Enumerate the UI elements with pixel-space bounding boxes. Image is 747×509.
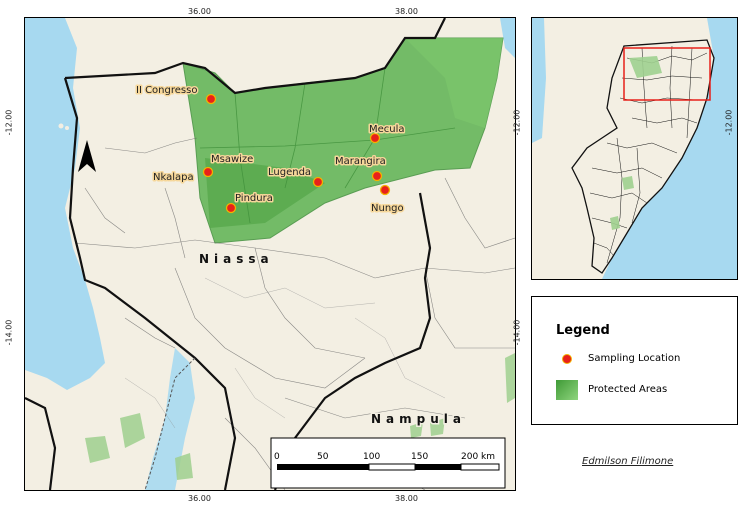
site-label: Pindura	[235, 193, 273, 204]
site-marangira: Marangira	[334, 155, 387, 182]
inset-tick-right-12: -12.00	[724, 109, 734, 136]
inset-mozambique	[571, 39, 715, 274]
site-mecula: Mecula	[368, 123, 406, 144]
scale-bar: 0 50 100 150 200 km	[270, 437, 506, 489]
scale-label-100: 100	[363, 452, 380, 462]
site-ii-congresso: II Congresso	[135, 84, 217, 105]
scale-label-0: 0	[274, 452, 280, 462]
main-map-frame: II Congresso Msawize Nkalapa Pindura Lug…	[24, 17, 516, 491]
region-label-nampula: Nampula	[371, 412, 466, 426]
tick-left-14: -14.00	[4, 319, 14, 346]
inset-map[interactable]	[532, 18, 737, 279]
inset-districts	[589, 45, 708, 264]
tick-right-12: -12.00	[512, 109, 522, 136]
scale-label-150: 150	[411, 452, 428, 462]
tick-bottom-36: 36.00	[188, 494, 211, 503]
site-lugenda: Lugenda	[267, 166, 324, 188]
site-label: Nkalapa	[153, 172, 194, 183]
north-arrow-icon	[78, 140, 96, 172]
tick-bottom-38: 38.00	[395, 494, 418, 503]
site-label: Mecula	[369, 124, 405, 135]
protected-area-icon	[556, 380, 578, 400]
tick-left-12: -12.00	[4, 109, 14, 136]
district-lines	[74, 137, 515, 490]
site-label: Msawize	[211, 154, 253, 165]
site-label: Marangira	[335, 156, 386, 167]
lake-islands	[58, 123, 69, 130]
tick-right-14: -14.00	[512, 319, 522, 346]
site-label: Lugenda	[268, 167, 311, 178]
sampling-location-icon	[562, 354, 572, 364]
legend-label-sampling: Sampling Location	[588, 353, 681, 364]
author-credit: Edmilson Filimone	[582, 456, 674, 467]
site-msawize: Msawize	[202, 153, 255, 178]
country-border	[144, 357, 196, 490]
inset-ocean	[602, 18, 737, 279]
malawi-parks	[85, 353, 515, 480]
scale-label-50: 50	[317, 452, 329, 462]
site-pindura: Pindura	[225, 192, 274, 214]
legend-title: Legend	[556, 323, 610, 338]
inset-parks	[610, 56, 662, 230]
tick-top-36: 36.00	[188, 7, 211, 16]
lake-malawi-south	[145, 348, 195, 490]
tick-top-38: 38.00	[395, 7, 418, 16]
ocean	[500, 18, 515, 58]
province-boundaries	[25, 18, 446, 490]
scale-label-200: 200 km	[461, 452, 495, 462]
site-nungo: Nungo	[370, 184, 405, 216]
protected-area-sub-1	[405, 38, 503, 128]
sampling-sites: II Congresso Msawize Nkalapa Pindura Lug…	[135, 84, 407, 216]
inset-extent-box	[623, 47, 711, 101]
site-label: II Congresso	[136, 85, 197, 96]
region-label-niassa: Niassa	[199, 252, 274, 266]
lake-malawi	[25, 18, 105, 390]
inset-lake	[532, 18, 546, 143]
main-map[interactable]: II Congresso Msawize Nkalapa Pindura Lug…	[25, 18, 515, 490]
inset-map-frame	[531, 17, 738, 280]
legend-label-protected: Protected Areas	[588, 384, 668, 395]
legend-box: Legend Sampling Location Protected Areas	[531, 296, 738, 425]
site-nkalapa: Nkalapa	[152, 171, 196, 185]
site-label: Nungo	[371, 203, 404, 214]
